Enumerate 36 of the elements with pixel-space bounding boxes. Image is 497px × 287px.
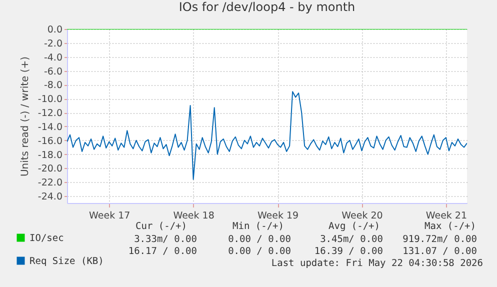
y-tick-label: -8.0	[44, 80, 62, 92]
text: 3.33m/ 0.00	[134, 234, 197, 246]
y-tick-label: -14.0	[38, 122, 62, 133]
y-tick-label: -10.0	[38, 94, 62, 106]
y-tick-label: -2.0	[44, 38, 62, 50]
text: 16.17 / 0.00	[128, 246, 197, 258]
x-tick-label: Week 21	[426, 210, 468, 222]
y-tick-label: -16.0	[38, 136, 62, 147]
x-tick-label: Week 19	[257, 210, 299, 222]
legend-label: IO/sec	[30, 232, 64, 244]
y-tick-label: -4.0	[44, 52, 62, 64]
x-tick-label: Week 20	[342, 210, 383, 222]
y-tick-label: -20.0	[38, 164, 62, 175]
text: 131.07 / 0.00	[402, 246, 477, 258]
y-tick-label: -6.0	[44, 66, 62, 78]
chart-title: IOs for /dev/loop4 - by month	[178, 0, 356, 14]
legend-label: Req Size (KB)	[30, 256, 104, 267]
text: Last update: Fri May 22 04:30:58 2026	[271, 258, 483, 270]
text: 16.39 / 0.00	[314, 246, 383, 258]
text: 3.45m/ 0.00	[320, 234, 383, 246]
text: 919.72m/ 0.00	[402, 234, 477, 246]
y-axis-title: Units read (-) / write (+)	[20, 56, 31, 177]
text: Min (-/+)	[232, 221, 284, 233]
text: Avg (-/+)	[328, 221, 380, 233]
line-series	[67, 91, 467, 180]
x-tick-label: Week 17	[89, 210, 130, 222]
y-tick-label: -24.0	[38, 192, 62, 203]
y-tick-label: 0.0	[47, 24, 62, 36]
text: 0.00 / 0.00	[228, 246, 291, 258]
y-tick-label: -22.0	[38, 178, 62, 189]
text: Cur (-/+)	[136, 221, 187, 233]
text: 0.00 / 0.00	[228, 234, 291, 246]
y-tick-label: -12.0	[38, 108, 62, 120]
text: Max (-/+)	[424, 221, 476, 233]
x-tick-label: Week 18	[173, 210, 214, 222]
y-tick-label: -18.0	[38, 150, 62, 161]
